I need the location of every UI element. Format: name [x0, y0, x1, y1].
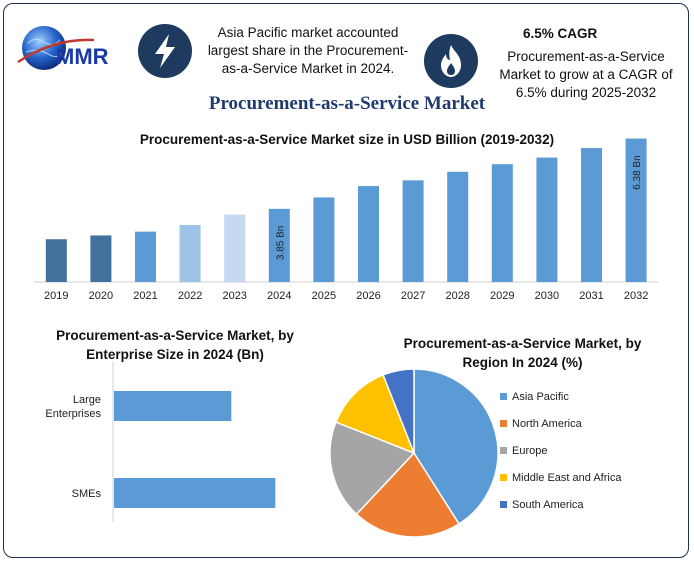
region-chart-title: Procurement-as-a-Service Market, by Regi… — [403, 336, 642, 370]
asia-pacific-share-text: Asia Pacific market accounted largest sh… — [207, 25, 409, 76]
mmr-logo: MMR — [14, 18, 134, 80]
pie-slice-1 — [355, 451, 461, 538]
bar-2019 — [45, 239, 67, 282]
legend-swatch-0 — [500, 393, 507, 400]
pie-slice-3 — [334, 373, 416, 455]
bar-2029 — [491, 164, 513, 282]
market-size-chart-title: Procurement-as-a-Service Market size in … — [139, 132, 555, 147]
data-label-2032: 6.38 Bn — [632, 155, 643, 189]
tick-label-2022: 2022 — [178, 290, 202, 302]
legend-label-4: South America — [512, 499, 584, 511]
tick-label-2028: 2028 — [445, 290, 469, 302]
pie-slice-4 — [382, 368, 415, 454]
bar-2030 — [536, 157, 558, 282]
enterprise-chart-title: Procurement-as-a-Service Market, by Ente… — [56, 328, 294, 362]
bar-2024 — [268, 208, 290, 282]
legend-label-2: Europe — [512, 445, 547, 457]
tick-label-2029: 2029 — [490, 290, 514, 302]
main-title: Procurement-as-a-Service Market — [208, 93, 486, 114]
tick-label-2023: 2023 — [222, 290, 246, 302]
legend-label-1: North America — [512, 418, 583, 430]
lightning-icon — [138, 24, 192, 78]
bar-2032 — [625, 138, 647, 282]
bar-2022 — [179, 225, 201, 282]
enterprise-bar-1 — [114, 478, 276, 508]
bar-2027 — [402, 180, 424, 282]
cagr-growth-text: Procurement-as-a-Service Market to grow … — [499, 49, 673, 100]
bar-2028 — [447, 171, 469, 282]
tick-label-2027: 2027 — [401, 290, 425, 302]
bar-2031 — [581, 148, 602, 282]
tick-label-2021: 2021 — [133, 290, 157, 302]
legend-swatch-3 — [500, 474, 507, 481]
tick-label-2020: 2020 — [89, 290, 113, 302]
tick-label-2031: 2031 — [579, 290, 603, 302]
enterprise-label-1: SMEs — [72, 488, 102, 500]
logo-text: MMR — [56, 44, 109, 69]
tick-label-2030: 2030 — [535, 290, 559, 302]
legend-label-3: Middle East and Africa — [512, 472, 622, 484]
bar-2020 — [90, 235, 112, 282]
tick-label-2024: 2024 — [267, 290, 291, 302]
tick-label-2019: 2019 — [44, 290, 68, 302]
tick-label-2032: 2032 — [624, 290, 648, 302]
legend-label-0: Asia Pacific — [512, 391, 569, 403]
cagr-title: 6.5% CAGR — [523, 26, 598, 41]
tick-label-2025: 2025 — [312, 290, 336, 302]
tick-label-2026: 2026 — [356, 290, 380, 302]
infographic-frame — [3, 3, 689, 558]
bar-2023 — [224, 214, 246, 282]
flame-icon — [424, 34, 478, 88]
enterprise-label-0: Large Enterprises — [45, 394, 101, 420]
legend-swatch-2 — [500, 447, 507, 454]
bar-2025 — [313, 197, 335, 282]
enterprise-bar-0 — [114, 391, 232, 421]
bar-2021 — [135, 231, 156, 282]
bar-2026 — [358, 186, 379, 282]
legend-swatch-1 — [500, 420, 507, 427]
data-label-2024: 3.85 Bn — [275, 226, 286, 260]
legend-swatch-4 — [500, 501, 507, 508]
